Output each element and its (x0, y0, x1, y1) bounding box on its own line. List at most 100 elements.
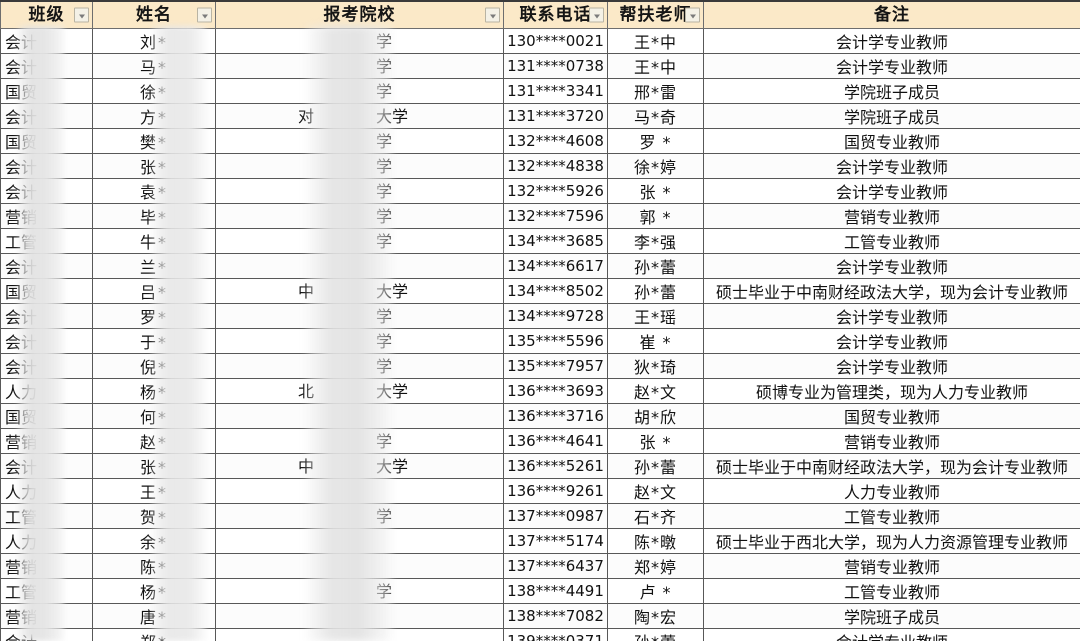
cell-name[interactable]: 倪* (92, 353, 216, 379)
cell-name[interactable]: 毕* (92, 203, 216, 229)
cell-teacher[interactable]: 孙*蕾 (607, 453, 704, 479)
cell-phone[interactable]: 131****3720 (503, 103, 608, 129)
cell-class[interactable]: 会计 (0, 328, 93, 354)
cell-name[interactable]: 张* (92, 453, 216, 479)
table-row[interactable]: 营销 赵* 学 136****4641 张 * 营销专业教师 (0, 428, 1080, 454)
cell-name[interactable]: 徐* (92, 78, 216, 104)
cell-notes[interactable]: 会计学专业教师 (703, 353, 1080, 379)
cell-notes[interactable]: 学院班子成员 (703, 603, 1080, 629)
cell-teacher[interactable]: 王*中 (607, 53, 704, 79)
cell-class[interactable]: 会计 (0, 153, 93, 179)
table-row[interactable]: 会计 罗* 学 134****9728 王*瑶 会计学专业教师 (0, 303, 1080, 329)
cell-name[interactable]: 袁* (92, 178, 216, 204)
cell-teacher[interactable]: 崔 * (607, 328, 704, 354)
cell-notes[interactable]: 会计学专业教师 (703, 253, 1080, 279)
cell-class[interactable]: 会计 (0, 53, 93, 79)
cell-school[interactable]: 学 (215, 178, 504, 204)
table-row[interactable]: 会计 张* 学 132****4838 徐*婷 会计学专业教师 (0, 153, 1080, 179)
cell-class[interactable]: 会计 (0, 453, 93, 479)
cell-class[interactable]: 会计 (0, 28, 93, 54)
cell-name[interactable]: 余* (92, 528, 216, 554)
cell-teacher[interactable]: 张 * (607, 428, 704, 454)
cell-teacher[interactable]: 马*奇 (607, 103, 704, 129)
cell-school[interactable]: 中 大学 (215, 278, 504, 304)
table-row[interactable]: 会计 于* 学 135****5596 崔 * 会计学专业教师 (0, 328, 1080, 354)
cell-notes[interactable]: 会计学专业教师 (703, 303, 1080, 329)
cell-class[interactable]: 工管 (0, 578, 93, 604)
cell-phone[interactable]: 134****8502 (503, 278, 608, 304)
cell-phone[interactable]: 130****0021 (503, 28, 608, 54)
cell-school[interactable]: 学 (215, 203, 504, 229)
cell-teacher[interactable]: 王*瑶 (607, 303, 704, 329)
cell-class[interactable]: 国贸 (0, 403, 93, 429)
cell-class[interactable]: 营销 (0, 428, 93, 454)
cell-phone[interactable]: 137****6437 (503, 553, 608, 579)
cell-teacher[interactable]: 孙*蕾 (607, 628, 704, 641)
cell-class[interactable]: 国贸 (0, 278, 93, 304)
table-row[interactable]: 营销 陈* 137****6437 郑*婷 营销专业教师 (0, 553, 1080, 579)
table-row[interactable]: 国贸 何* 136****3716 胡*欣 国贸专业教师 (0, 403, 1080, 429)
cell-name[interactable]: 牛* (92, 228, 216, 254)
table-row[interactable]: 营销 唐* 138****7082 陶*宏 学院班子成员 (0, 603, 1080, 629)
cell-notes[interactable]: 国贸专业教师 (703, 128, 1080, 154)
cell-teacher[interactable]: 王*中 (607, 28, 704, 54)
cell-class[interactable]: 人力 (0, 378, 93, 404)
cell-teacher[interactable]: 孙*蕾 (607, 253, 704, 279)
cell-phone[interactable]: 136****3716 (503, 403, 608, 429)
table-row[interactable]: 人力 王* 136****9261 赵*文 人力专业教师 (0, 478, 1080, 504)
cell-notes[interactable]: 会计学专业教师 (703, 28, 1080, 54)
cell-school[interactable]: 学 (215, 303, 504, 329)
cell-school[interactable]: 中 大学 (215, 453, 504, 479)
cell-class[interactable]: 工管 (0, 503, 93, 529)
filter-dropdown-arrow-icon-class[interactable] (74, 7, 89, 23)
cell-class[interactable]: 人力 (0, 528, 93, 554)
cell-class[interactable]: 会计 (0, 253, 93, 279)
cell-name[interactable]: 方* (92, 103, 216, 129)
cell-school[interactable]: 学 (215, 28, 504, 54)
cell-school[interactable] (215, 603, 504, 629)
cell-school[interactable] (215, 253, 504, 279)
table-row[interactable]: 人力 余* 137****5174 陈*暾 硕士毕业于西北大学，现为人力资源管理专业教师 (0, 528, 1080, 554)
cell-teacher[interactable]: 胡*欣 (607, 403, 704, 429)
cell-notes[interactable]: 工管专业教师 (703, 228, 1080, 254)
cell-teacher[interactable]: 狄*琦 (607, 353, 704, 379)
cell-school[interactable]: 学 (215, 328, 504, 354)
table-row[interactable]: 会计 马* 学 131****0738 王*中 会计学专业教师 (0, 53, 1080, 79)
cell-phone[interactable]: 137****0987 (503, 503, 608, 529)
cell-phone[interactable]: 136****3693 (503, 378, 608, 404)
cell-notes[interactable]: 硕士毕业于中南财经政法大学，现为会计专业教师 (703, 278, 1080, 304)
cell-class[interactable]: 营销 (0, 553, 93, 579)
cell-class[interactable]: 会计 (0, 628, 93, 641)
cell-phone[interactable]: 135****5596 (503, 328, 608, 354)
cell-class[interactable]: 会计 (0, 353, 93, 379)
column-header-name[interactable]: 姓名 (92, 0, 216, 29)
table-row[interactable]: 营销 毕* 学 132****7596 郭 * 营销专业教师 (0, 203, 1080, 229)
cell-school[interactable] (215, 478, 504, 504)
cell-school[interactable]: 学 (215, 228, 504, 254)
cell-class[interactable]: 工管 (0, 228, 93, 254)
cell-teacher[interactable]: 卢 * (607, 578, 704, 604)
cell-name[interactable]: 刘* (92, 28, 216, 54)
cell-class[interactable]: 国贸 (0, 78, 93, 104)
cell-school[interactable]: 对 大学 (215, 103, 504, 129)
cell-class[interactable]: 营销 (0, 203, 93, 229)
cell-name[interactable]: 兰* (92, 253, 216, 279)
cell-phone[interactable]: 136****9261 (503, 478, 608, 504)
cell-name[interactable]: 罗* (92, 303, 216, 329)
table-row[interactable]: 会计 刘* 学 130****0021 王*中 会计学专业教师 (0, 28, 1080, 54)
cell-school[interactable]: 学 (215, 153, 504, 179)
cell-notes[interactable]: 工管专业教师 (703, 578, 1080, 604)
cell-teacher[interactable]: 张 * (607, 178, 704, 204)
table-row[interactable]: 工管 杨* 学 138****4491 卢 * 工管专业教师 (0, 578, 1080, 604)
cell-school[interactable] (215, 628, 504, 641)
table-row[interactable]: 会计 张* 中 大学 136****5261 孙*蕾 硕士毕业于中南财经政法大学，现为会计专… (0, 453, 1080, 479)
cell-teacher[interactable]: 郑*婷 (607, 553, 704, 579)
cell-name[interactable]: 郑* (92, 628, 216, 641)
cell-notes[interactable]: 会计学专业教师 (703, 328, 1080, 354)
cell-notes[interactable]: 会计学专业教师 (703, 178, 1080, 204)
cell-name[interactable]: 樊* (92, 128, 216, 154)
cell-class[interactable]: 国贸 (0, 128, 93, 154)
table-row[interactable]: 国贸 吕* 中 大学 134****8502 孙*蕾 硕士毕业于中南财经政法大学，现为会计专… (0, 278, 1080, 304)
cell-notes[interactable]: 硕博专业为管理类，现为人力专业教师 (703, 378, 1080, 404)
column-header-notes[interactable]: 备注 (703, 0, 1080, 29)
